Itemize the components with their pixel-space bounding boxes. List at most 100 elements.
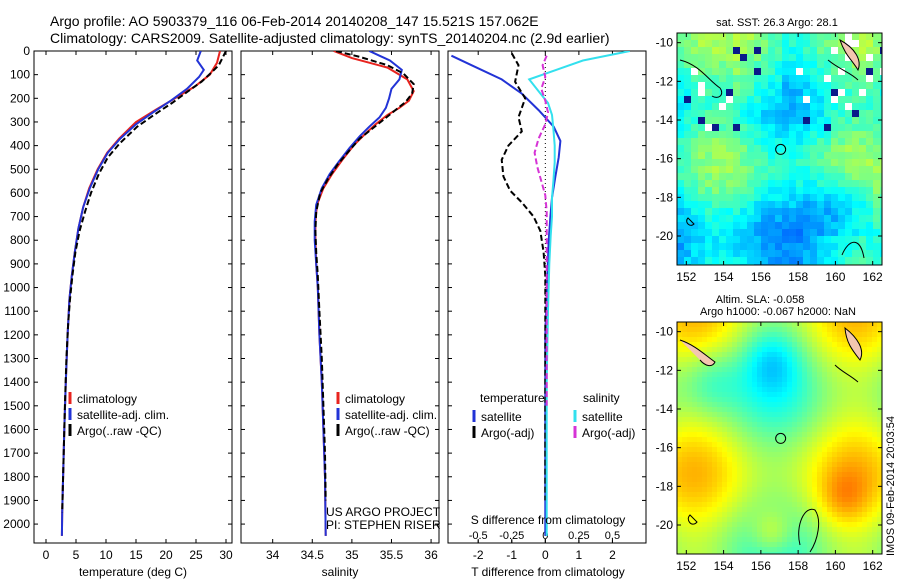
sst-cell — [712, 145, 719, 152]
sst-cell — [831, 117, 838, 124]
sla-cell — [762, 387, 767, 392]
sst-cell — [761, 89, 768, 96]
sst-cell — [810, 68, 817, 75]
sla-cell — [712, 552, 717, 554]
sla-cell — [862, 527, 867, 532]
sst-cell — [824, 236, 831, 243]
sla-cell — [722, 387, 727, 392]
difference-s-label: S difference from climatology — [471, 513, 626, 527]
sla-cell — [747, 497, 752, 502]
sla-cell — [832, 507, 837, 512]
sst-cell — [782, 110, 789, 117]
map-xtick-label: 156 — [751, 270, 771, 284]
sla-cell — [837, 327, 842, 332]
sst-cell — [754, 68, 761, 75]
s-xtick-label: 36 — [424, 548, 438, 562]
sst-cell — [719, 82, 726, 89]
sst-cell — [782, 243, 789, 250]
sla-cell — [812, 352, 817, 357]
sst-cell — [698, 194, 705, 201]
sla-cell — [807, 372, 812, 377]
sst-cell — [859, 33, 866, 40]
sla-cell — [807, 352, 812, 357]
sla-cell — [857, 547, 862, 552]
sst-cell — [817, 61, 824, 68]
sla-cell — [787, 462, 792, 467]
sla-cell — [712, 547, 717, 552]
sla-cell — [757, 352, 762, 357]
sla-cell — [747, 407, 752, 412]
sla-cell — [682, 552, 687, 554]
sst-cell — [747, 166, 754, 173]
sla-cell — [817, 382, 822, 387]
sst-cell — [803, 68, 810, 75]
sst-cell — [852, 40, 859, 47]
sst-cell — [712, 222, 719, 229]
sla-cell — [837, 417, 842, 422]
sst-cell — [845, 75, 852, 82]
sla-cell — [867, 457, 872, 462]
sst-cell — [712, 152, 719, 159]
sla-cell — [862, 322, 867, 327]
sst-cell — [740, 187, 747, 194]
sst-cell — [768, 152, 775, 159]
sla-cell — [772, 432, 777, 437]
sla-cell — [797, 487, 802, 492]
sst-cell — [796, 222, 803, 229]
sst-cell — [761, 54, 768, 61]
sla-cell — [822, 542, 827, 547]
depth-tick-label: 1000 — [3, 281, 30, 295]
sla-cell — [842, 467, 847, 472]
sla-cell — [852, 437, 857, 442]
sla-cell — [722, 477, 727, 482]
sst-cell — [698, 173, 705, 180]
sst-cell — [684, 166, 691, 173]
sst-cell — [845, 89, 852, 96]
sla-cell — [867, 532, 872, 537]
sla-cell — [787, 442, 792, 447]
sla-cell — [812, 462, 817, 467]
sla-cell — [802, 527, 807, 532]
sla-cell — [792, 492, 797, 497]
sla-cell — [877, 512, 882, 517]
sla-cell — [792, 477, 797, 482]
sst-cell — [768, 40, 775, 47]
sla-cell — [767, 487, 772, 492]
sst-cell — [810, 103, 817, 110]
sst-cell — [838, 131, 845, 138]
sst-cell — [824, 138, 831, 145]
sst-cell — [712, 103, 719, 110]
sst-cell — [684, 145, 691, 152]
sla-cell — [837, 492, 842, 497]
sla-cell — [837, 442, 842, 447]
sst-cell — [817, 250, 824, 257]
map-ytick-label: -16 — [656, 152, 674, 166]
sla-cell — [782, 522, 787, 527]
sst-cell — [740, 117, 747, 124]
sst-cell — [677, 236, 684, 243]
sla-cell — [847, 482, 852, 487]
sla-cell — [772, 342, 777, 347]
sla-cell — [862, 512, 867, 517]
sst-cell — [705, 110, 712, 117]
sla-cell — [682, 417, 687, 422]
sla-cell — [752, 482, 757, 487]
sst-cell — [691, 257, 698, 264]
sla-cell — [827, 462, 832, 467]
sla-cell — [757, 372, 762, 377]
sla-cell — [697, 487, 702, 492]
sla-cell — [877, 507, 882, 512]
sst-cell — [684, 75, 691, 82]
sst-cell — [810, 173, 817, 180]
sla-cell — [862, 362, 867, 367]
sla-cell — [702, 517, 707, 522]
sla-cell — [822, 407, 827, 412]
sla-cell — [807, 552, 812, 554]
sst-cell — [859, 215, 866, 222]
sla-cell — [707, 522, 712, 527]
sst-cell — [754, 110, 761, 117]
sla-cell — [732, 552, 737, 554]
sst-map-panel: sat. SST: 26.3 Argo: 28.1 152 154 156 158 16… — [656, 17, 883, 284]
sst-cell — [761, 166, 768, 173]
sla-cell — [692, 422, 697, 427]
